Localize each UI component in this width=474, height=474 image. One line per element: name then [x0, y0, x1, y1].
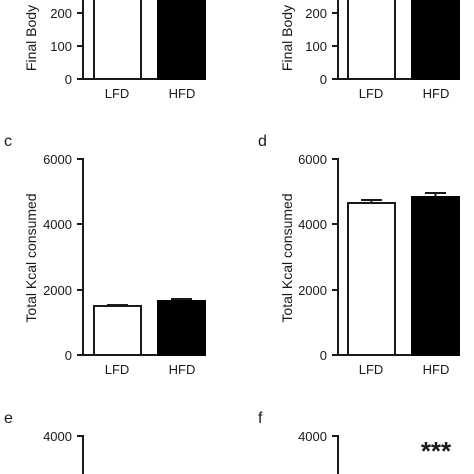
panel-a-ytick-label-200: 200 [50, 6, 72, 21]
panel-b-ylabel: Final Body [279, 5, 295, 71]
panel-f: f 4000 *** [258, 410, 452, 474]
panel-e: e 4000 [4, 410, 84, 474]
panel-a-xtick-hfd: HFD [169, 86, 196, 101]
panel-a-bar-hfd [157, 0, 206, 80]
panel-f-ytick-label-4000: 4000 [298, 429, 327, 444]
panel-b-ytick-label-100: 100 [305, 39, 327, 54]
panel-c-bar-hfd [157, 300, 206, 356]
panel-c-ytick-label-0: 0 [65, 348, 72, 363]
panel-d-ytick-label-6000: 6000 [298, 152, 327, 167]
panel-b-bar-hfd [411, 0, 460, 80]
panel-b-bar-lfd [347, 0, 396, 80]
panel-c-letter: c [4, 133, 12, 150]
panel-b: 200 100 0 Final Body LFD HFD [279, 0, 460, 101]
panel-d-ytick-label-0: 0 [320, 348, 327, 363]
panel-d-bar-lfd [347, 202, 396, 356]
panel-c-errorbar-lfd [107, 304, 128, 306]
panel-d-ytick-label-2000: 2000 [298, 283, 327, 298]
panel-b-ytick-label-200: 200 [305, 6, 327, 21]
panel-c-bar-lfd [93, 305, 142, 356]
panel-c-ylabel: Total Kcal consumed [23, 193, 39, 322]
panel-d-xtick-lfd: LFD [359, 362, 384, 377]
panel-f-significance: *** [421, 436, 452, 466]
panel-a-ytick-label-0: 0 [65, 72, 72, 87]
panel-a-bar-lfd [93, 0, 142, 80]
panel-e-ytick-label-4000: 4000 [43, 429, 72, 444]
panel-d: d 6000 4000 2000 0 Total Kcal consumed L… [258, 133, 460, 377]
panel-d-errorbar-lfd [361, 199, 382, 203]
panel-f-letter: f [258, 410, 263, 427]
panel-b-ytick-label-0: 0 [320, 72, 327, 87]
panel-c-errorbar-hfd [171, 298, 192, 301]
panel-c-xtick-hfd: HFD [169, 362, 196, 377]
panel-c-xtick-lfd: LFD [105, 362, 130, 377]
panel-a: 200 100 0 Final Body LFD HFD [23, 0, 206, 101]
panel-d-ytick-label-4000: 4000 [298, 217, 327, 232]
panel-d-ylabel: Total Kcal consumed [279, 193, 295, 322]
panel-c-ytick-label-2000: 2000 [43, 283, 72, 298]
panel-c-ytick-label-4000: 4000 [43, 217, 72, 232]
panel-d-xtick-hfd: HFD [423, 362, 450, 377]
panel-b-xtick-lfd: LFD [359, 86, 384, 101]
panel-c: c 6000 4000 2000 0 Total Kcal consumed L… [4, 133, 206, 377]
panel-d-bar-hfd [411, 196, 460, 356]
panel-e-letter: e [4, 410, 13, 427]
panel-b-xtick-hfd: HFD [423, 86, 450, 101]
panel-c-ytick-label-6000: 6000 [43, 152, 72, 167]
panel-a-ylabel: Final Body [23, 5, 39, 71]
panel-d-errorbar-hfd [425, 192, 446, 197]
panel-a-xtick-lfd: LFD [105, 86, 130, 101]
panel-d-letter: d [258, 133, 267, 150]
panel-a-ytick-label-100: 100 [50, 39, 72, 54]
